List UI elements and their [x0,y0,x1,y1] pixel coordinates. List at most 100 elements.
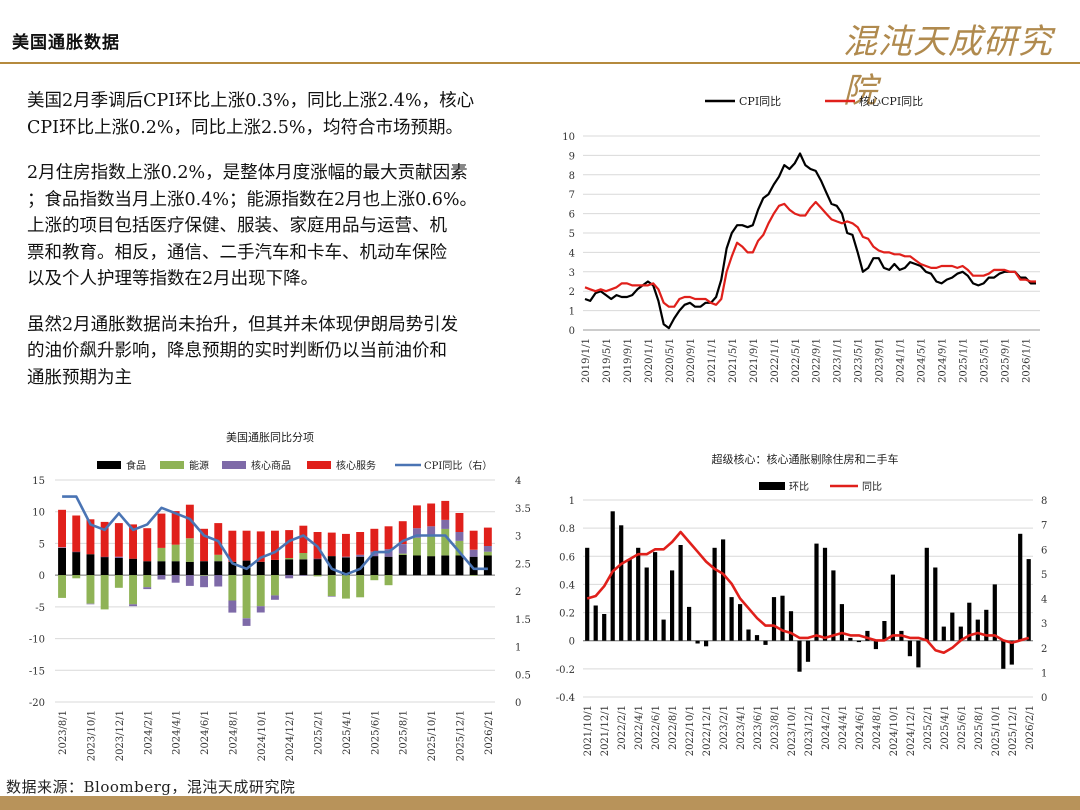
mom-bar [882,621,887,641]
mom-bar [1001,640,1006,669]
bar-segment [86,603,95,605]
bar-segment [356,556,365,576]
mom-bar [822,547,828,641]
mom-bar [788,611,794,641]
bar-segment [455,555,464,576]
mom-bar [763,640,768,645]
y2-tick-label: 7 [1041,521,1047,532]
y-tick-label: 0.8 [559,524,575,535]
bar-segment [469,556,478,576]
y2-tick-label: 2 [515,587,521,598]
x-tick-label: 2020/9/1 [686,338,697,383]
bar-segment [327,532,336,557]
paragraph-2: 2月住房指数上涨0.2%，是整体月度涨幅的最大贡献因素 ；食品指数当月上涨0.4… [27,163,478,289]
bar-segment [342,575,350,599]
x-tick-label: 2025/10/1 [427,710,438,761]
legend-swatch-3 [307,461,331,469]
header-bar: 美国通胀数据 混沌天成研究院 [0,0,1080,111]
bar-segment [313,558,322,576]
x-tick-label: 2023/10/1 [86,710,97,761]
y-tick-label: 8 [569,171,575,182]
y2-tick-label: 0 [515,698,521,709]
bar-segment [356,575,365,598]
bar-segment [143,528,152,562]
bar-segment [455,513,464,532]
bar-segment [285,558,294,560]
mom-bar [916,640,921,668]
x-tick-label: 2023/2/1 [719,705,730,750]
bar-segment [342,556,350,558]
x-tick-label: 2022/10/1 [685,705,696,756]
logo-text: 混沌天成研究院 [843,22,1053,111]
mom-bar [975,619,980,641]
source-note: 数据来源：Bloomberg，混沌天成研究院 [6,778,296,796]
y2-tick-label: 5 [1041,570,1047,581]
bar-segment [58,547,66,548]
mom-bar [950,612,955,641]
bar-segment [483,551,492,556]
bar-segment [441,520,450,529]
mom-bar [856,640,861,643]
bar-segment [171,511,180,545]
bar-segment [327,556,336,576]
bar-segment [58,547,66,576]
bar-segment [483,527,492,546]
mom-bar [873,640,878,650]
mom-bar [933,567,938,641]
y-tick-label: 0 [569,637,575,648]
bar-segment [228,530,237,562]
mom-bar [890,574,895,641]
y2-tick-label: 6 [1041,545,1047,556]
series-line-0 [584,152,1036,330]
bar-segment [455,540,464,556]
bar-segment [86,554,95,576]
bar-segment [157,547,166,562]
bar-segment [86,519,95,555]
x-tick-label: 2024/2/1 [143,710,154,755]
bar-segment [100,556,109,558]
mom-bar [704,640,709,647]
bar-segment [256,575,265,607]
x-tick-label: 2022/12/1 [702,705,713,756]
bar-segment [441,555,450,576]
paragraph-3: 虽然2月通胀数据尚未抬升，但其并未体现伊朗局势引发 的油价飙升影响，降息预期的实… [27,314,459,388]
mom-bar [627,559,632,641]
x-tick-label: 2023/6/1 [753,705,764,750]
y2-tick-label: 4 [1041,595,1047,606]
bar-segment [356,554,365,557]
bar-segment [469,575,478,576]
x-tick-label: 2022/9/1 [812,338,823,383]
bar-segment [214,523,223,555]
bar-segment [72,551,81,576]
mom-bar [695,640,700,644]
bar-segment [327,596,336,597]
paragraph-1: 美国2月季调后CPI环比上涨0.3%，同比上涨2.4%，核心 CPI环比上涨0.… [27,91,475,138]
series-line-1 [584,200,1036,308]
y2-tick-label: 0 [1041,693,1047,704]
mom-bar [653,552,658,641]
bar-segment [342,533,350,557]
y-tick-label: 0 [39,571,45,582]
bar-segment [299,575,308,576]
bar-segment [313,575,322,577]
bar-segment [114,556,123,558]
y2-tick-label: 3 [1041,619,1047,630]
bar-segment [185,575,194,586]
mom-bar [610,511,615,641]
bar-segment [256,606,265,613]
bar-segment [441,500,450,520]
x-tick-label: 2023/1/1 [833,338,844,383]
x-tick-label: 2024/2/1 [821,705,832,750]
y-tick-label: 7 [569,190,575,201]
bar-segment [185,538,194,562]
cpi-line [62,495,488,576]
legend-label: 核心商品 [251,459,291,472]
bar-segment [299,525,308,553]
bar-segment [58,575,66,598]
chart-title: 超级核心：核心通胀剔除住房和二手车 [712,452,899,466]
bar-segment [398,544,407,554]
legend-label: 能源 [189,459,209,472]
y-tick-label: 10 [562,132,575,143]
